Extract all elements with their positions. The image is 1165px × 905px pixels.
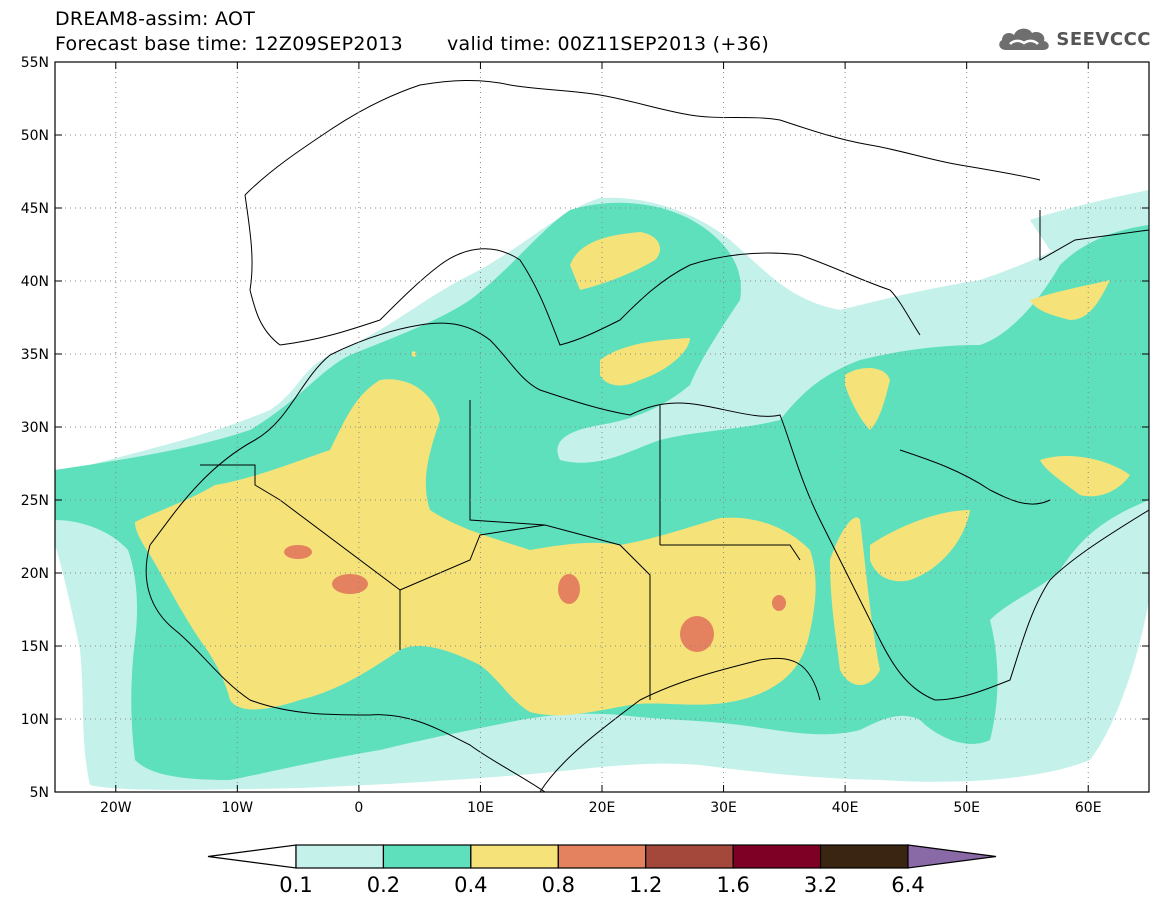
lat-tick-label: 45N [21, 201, 49, 217]
lon-tick-label: 50E [953, 800, 980, 816]
colorbar-swatch [295, 844, 385, 869]
colorbar-label: 0.8 [542, 873, 575, 897]
colorbar-label: 0.1 [279, 873, 312, 897]
lat-tick-label: 5N [30, 785, 49, 801]
map-title: DREAM8-assim: AOT [55, 8, 256, 30]
lon-tick-label: 10E [467, 800, 494, 816]
lon-tick-label: 60E [1075, 800, 1102, 816]
lat-tick-label: 55N [21, 55, 49, 71]
lon-tick-label: 0 [354, 800, 363, 816]
lat-tick-label: 50N [21, 128, 49, 144]
valid-time: valid time: 00Z11SEP2013 (+36) [446, 33, 770, 55]
lon-tick-label: 30E [710, 800, 737, 816]
latitude-axis: 55N 50N 45N 40N 35N 30N 25N 20N 15N 10N 5N [21, 55, 1149, 801]
lat-tick-label: 40N [21, 274, 49, 290]
colorbar-label: 6.4 [891, 873, 924, 897]
forecast-base-time: Forecast base time: 12Z09SEP2013 [55, 33, 403, 55]
colorbar-swatch [382, 844, 472, 869]
lon-tick-label: 40E [832, 800, 859, 816]
colorbar-swatch [645, 844, 734, 869]
colorbar-label: 0.4 [454, 873, 487, 897]
grid-lines [55, 62, 1149, 792]
aot-shade-0.8-1.2 [284, 545, 786, 652]
lon-tick-label: 20W [100, 800, 132, 816]
colorbar-swatch [819, 844, 909, 869]
colorbar-max-extension [907, 844, 997, 869]
colorbar-min-extension [207, 844, 297, 869]
cloud-icon [999, 28, 1050, 50]
time-info: Forecast base time: 12Z09SEP2013 valid ti… [55, 33, 769, 55]
lon-tick-label: 10W [221, 800, 253, 816]
colorbar-label: 0.2 [367, 873, 400, 897]
seevccc-logo: SEEVCCC [996, 24, 1151, 54]
colorbar-swatch [732, 844, 822, 869]
logo-text: SEEVCCC [1056, 28, 1151, 50]
lat-tick-label: 15N [21, 639, 49, 655]
colorbar-swatch [470, 844, 559, 869]
lon-tick-label: 20E [589, 800, 616, 816]
longitude-axis: 20W 10W 0 10E 20E 30E 40E 50E 60E [100, 62, 1102, 816]
lat-tick-label: 10N [21, 712, 49, 728]
coastlines-and-borders [145, 80, 1149, 792]
colorbar: 0.1 0.2 0.4 0.8 1.2 1.6 3.2 6.4 [207, 844, 997, 897]
colorbar-label: 1.2 [629, 873, 662, 897]
lat-tick-label: 25N [21, 493, 49, 509]
lat-tick-label: 30N [21, 420, 49, 436]
lat-tick-label: 35N [21, 347, 49, 363]
colorbar-label: 3.2 [804, 873, 837, 897]
colorbar-label: 1.6 [716, 873, 749, 897]
lat-tick-label: 20N [21, 566, 49, 582]
colorbar-swatch [557, 844, 647, 869]
